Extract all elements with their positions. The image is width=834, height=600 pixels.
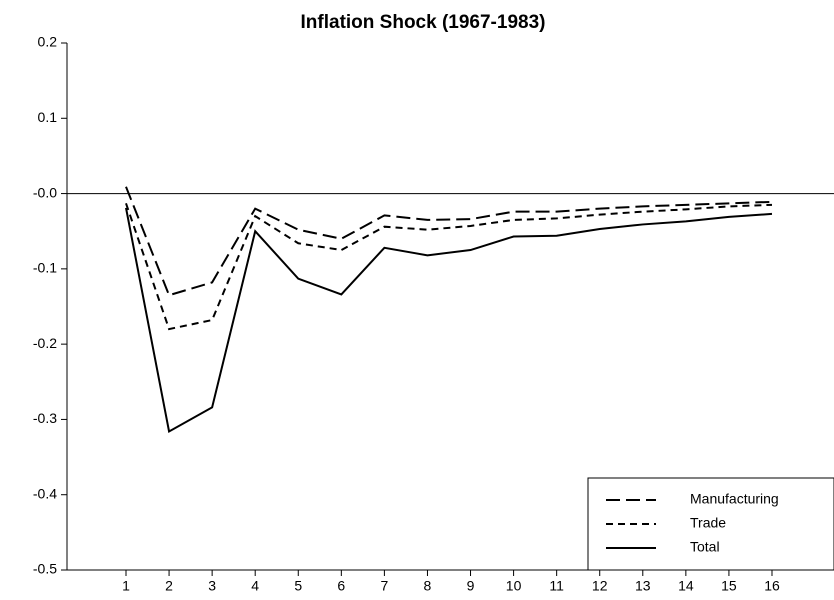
series-line — [125, 203, 773, 331]
y-tick-label: -0.5 — [33, 561, 57, 577]
legend-label: Trade — [690, 515, 726, 531]
x-tick-label: 5 — [294, 578, 302, 594]
x-tick-label: 12 — [592, 578, 608, 594]
y-tick-label: -0.2 — [33, 335, 57, 351]
x-tick-label: 6 — [337, 578, 345, 594]
x-tick-label: 7 — [380, 578, 388, 594]
y-tick-label: -0.0 — [33, 184, 57, 200]
y-tick-label: 0.2 — [38, 34, 58, 50]
x-tick-label: 4 — [251, 578, 259, 594]
x-tick-label: 16 — [764, 578, 780, 594]
y-tick-label: -0.4 — [33, 485, 57, 501]
chart-title: Inflation Shock (1967-1983) — [301, 12, 546, 33]
x-tick-label: 2 — [165, 578, 173, 594]
y-tick-label: 0.1 — [38, 109, 58, 125]
x-tick-label: 10 — [506, 578, 522, 594]
series-line — [125, 186, 773, 297]
y-tick-label: -0.3 — [33, 410, 57, 426]
x-tick-label: 3 — [208, 578, 216, 594]
series-line — [125, 207, 773, 434]
legend-label: Total — [690, 539, 720, 555]
x-tick-label: 11 — [549, 578, 564, 594]
x-tick-label: 15 — [721, 578, 737, 594]
legend-label: Manufacturing — [690, 491, 779, 507]
x-tick-label: 1 — [122, 578, 130, 594]
x-tick-label: 14 — [678, 578, 694, 594]
legend-box — [587, 477, 834, 571]
y-tick-label: -0.1 — [33, 260, 57, 276]
x-tick-label: 8 — [424, 578, 432, 594]
x-tick-label: 9 — [467, 578, 475, 594]
x-tick-label: 13 — [635, 578, 651, 594]
